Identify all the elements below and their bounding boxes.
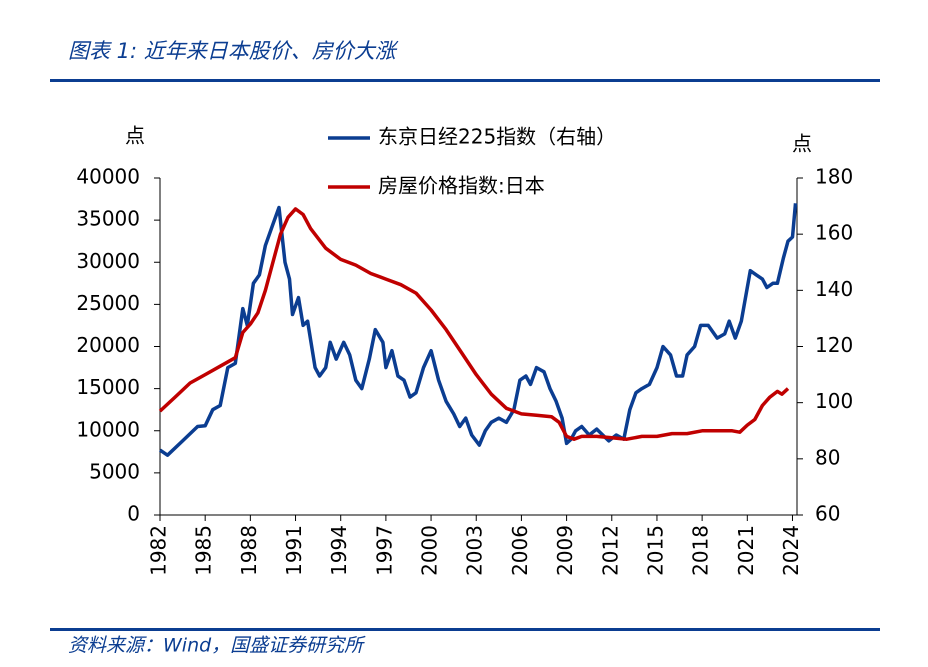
- y2-tick-label: 120: [815, 333, 853, 357]
- y2-tick-label: 160: [815, 221, 853, 245]
- y-tick-label: 5000: [89, 459, 140, 483]
- y-tick-label: 20000: [76, 333, 140, 357]
- y2-tick-label: 60: [815, 502, 840, 526]
- y2-tick-label: 80: [815, 445, 840, 469]
- y-tick-label: 0: [127, 502, 140, 526]
- y2-tick-label: 140: [815, 277, 853, 301]
- legend-label: 东京日经225指数（右轴）: [378, 125, 616, 149]
- x-tick-label: 1985: [192, 525, 216, 576]
- x-tick-label: 2000: [418, 525, 442, 576]
- x-tick-label: 2018: [689, 525, 713, 576]
- y-axis-label: 点: [125, 124, 145, 148]
- x-tick-label: 2015: [643, 525, 667, 576]
- source: 资料来源：Wind，国盛证券研究所: [68, 635, 366, 657]
- x-tick-label: 2012: [598, 525, 622, 576]
- chart-title: 图表 1: 近年来日本股价、房价大涨: [68, 39, 399, 63]
- y2-tick-label: 100: [815, 389, 853, 413]
- x-tick-label: 1994: [327, 525, 351, 576]
- x-tick-label: 1982: [147, 525, 171, 576]
- y-tick-label: 10000: [76, 417, 140, 441]
- x-tick-label: 1988: [237, 525, 261, 576]
- y2-axis-label: 点: [792, 132, 812, 156]
- x-tick-label: 2009: [553, 525, 577, 576]
- y-tick-label: 15000: [76, 375, 140, 399]
- y-tick-label: 30000: [76, 249, 140, 273]
- x-tick-label: 2021: [734, 525, 758, 576]
- y2-tick-label: 180: [815, 165, 853, 189]
- legend-label: 房屋价格指数:日本: [378, 174, 545, 198]
- x-tick-label: 2006: [508, 525, 532, 576]
- x-tick-label: 2024: [779, 525, 803, 576]
- series-line: [158, 207, 790, 441]
- x-tick-label: 1997: [372, 525, 396, 576]
- x-tick-label: 1991: [282, 525, 306, 576]
- y-tick-label: 25000: [76, 291, 140, 315]
- y-tick-label: 40000: [76, 165, 140, 189]
- x-tick-label: 2003: [463, 525, 487, 576]
- series-line: [159, 203, 798, 457]
- footer-rule: [50, 628, 880, 631]
- header-rule: [50, 79, 880, 82]
- y-tick-label: 35000: [76, 207, 140, 231]
